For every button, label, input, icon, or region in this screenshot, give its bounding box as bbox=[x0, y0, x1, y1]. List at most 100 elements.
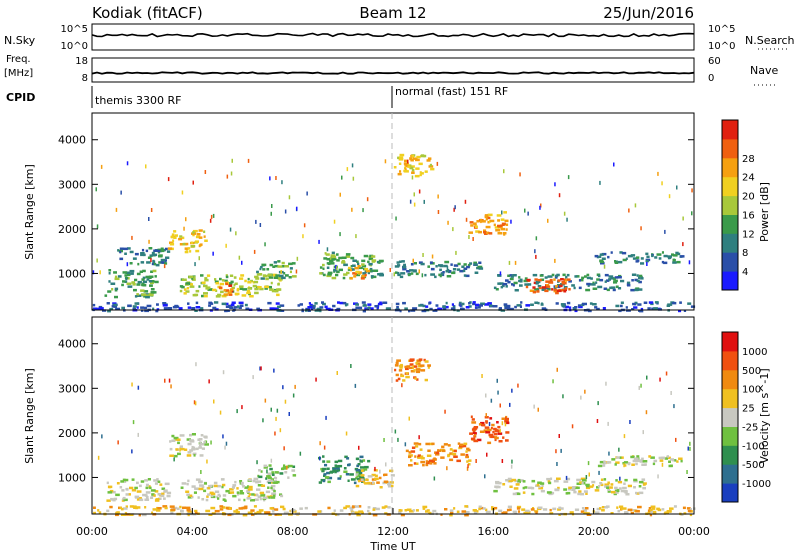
heatmap-cell bbox=[225, 489, 230, 493]
heatmap-cell bbox=[690, 305, 696, 308]
echo-cell bbox=[453, 207, 455, 212]
echo-cell bbox=[198, 256, 200, 261]
echo-cell bbox=[284, 399, 287, 404]
echo-cell bbox=[264, 398, 267, 403]
heatmap-cell bbox=[405, 375, 410, 379]
heatmap-cell bbox=[430, 273, 435, 276]
heatmap-cell bbox=[415, 462, 419, 465]
echo-cell bbox=[222, 370, 225, 375]
heatmap-cell bbox=[424, 273, 427, 277]
echo-cell bbox=[411, 175, 414, 180]
heatmap-cell bbox=[140, 480, 145, 483]
heatmap-cell bbox=[324, 305, 328, 309]
heatmap-cell bbox=[671, 253, 674, 256]
heatmap-cell bbox=[201, 447, 205, 450]
heatmap-cell bbox=[642, 482, 647, 485]
heatmap-cell bbox=[160, 258, 166, 262]
heatmap-cell bbox=[339, 509, 344, 512]
echo-cell bbox=[185, 217, 187, 222]
colorbar-tick-label: -1000 bbox=[742, 479, 771, 490]
heatmap-cell bbox=[450, 307, 455, 310]
heatmap-cell bbox=[225, 309, 230, 312]
heatmap-cell bbox=[625, 493, 630, 496]
echo-cell bbox=[247, 158, 250, 163]
heatmap-cell bbox=[647, 509, 651, 512]
echo-cell bbox=[565, 475, 568, 480]
heatmap-cell bbox=[458, 301, 462, 305]
heatmap-cell bbox=[672, 254, 678, 257]
heatmap-cell bbox=[561, 281, 565, 284]
heatmap-cell bbox=[597, 485, 601, 488]
heatmap-cell bbox=[549, 512, 554, 515]
heatmap-cell bbox=[124, 252, 127, 255]
heatmap-cell bbox=[361, 511, 364, 515]
heatmap-cell bbox=[632, 459, 638, 463]
heatmap-cell bbox=[496, 421, 499, 424]
heatmap-cell bbox=[413, 462, 417, 465]
heatmap-cell bbox=[165, 247, 168, 251]
heatmap-cell bbox=[214, 509, 220, 513]
heatmap-cell bbox=[204, 277, 208, 280]
heatmap-cell bbox=[277, 260, 281, 263]
heatmap-cell bbox=[574, 309, 578, 313]
heatmap-cell bbox=[505, 421, 510, 425]
heatmap-cell bbox=[532, 286, 536, 289]
heatmap-cell bbox=[165, 256, 170, 259]
heatmap-cell bbox=[129, 269, 135, 273]
heatmap-cell bbox=[553, 479, 559, 483]
heatmap-cell bbox=[571, 488, 576, 491]
heatmap-cell bbox=[363, 468, 368, 471]
x-tick-label: 00:00 bbox=[76, 525, 108, 538]
heatmap-cell bbox=[313, 304, 316, 308]
heatmap-cell bbox=[129, 513, 134, 516]
echo-cell bbox=[354, 383, 357, 388]
heatmap-cell bbox=[193, 491, 197, 494]
heatmap-cell bbox=[139, 498, 144, 502]
heatmap-cell bbox=[400, 513, 405, 517]
echo-cell bbox=[351, 207, 353, 212]
echo-cell bbox=[661, 181, 663, 186]
heatmap-cell bbox=[620, 507, 623, 511]
heatmap-cell bbox=[345, 255, 350, 258]
heatmap-cell bbox=[650, 302, 654, 306]
heatmap-cell bbox=[124, 274, 128, 277]
heatmap-cell bbox=[277, 288, 282, 291]
heatmap-cell bbox=[588, 309, 592, 313]
heatmap-cell bbox=[508, 479, 513, 483]
heatmap-cell bbox=[487, 216, 491, 220]
heatmap-cell bbox=[661, 456, 666, 460]
heatmap-cell bbox=[371, 481, 375, 484]
heatmap-cell bbox=[362, 264, 367, 268]
heatmap-cell bbox=[459, 443, 464, 447]
heatmap-cell bbox=[618, 309, 622, 313]
heatmap-cell bbox=[191, 241, 194, 244]
echo-cell bbox=[628, 208, 630, 213]
heatmap-cell bbox=[522, 480, 526, 483]
heatmap-cell bbox=[204, 443, 209, 446]
heatmap-cell bbox=[195, 235, 201, 239]
heatmap-cell bbox=[288, 262, 293, 266]
heatmap-cell bbox=[453, 264, 459, 267]
heatmap-cell bbox=[654, 301, 659, 304]
heatmap-cell bbox=[427, 449, 431, 452]
heatmap-cell bbox=[638, 288, 643, 291]
heatmap-cell bbox=[540, 489, 545, 493]
heatmap-cell bbox=[134, 252, 139, 256]
heatmap-cell bbox=[254, 287, 259, 291]
heatmap-cell bbox=[149, 486, 152, 490]
heatmap-cell bbox=[604, 273, 609, 277]
heatmap-cell bbox=[143, 306, 148, 310]
heatmap-cell bbox=[256, 510, 262, 514]
heatmap-cell bbox=[199, 484, 204, 487]
heatmap-cell bbox=[599, 482, 603, 485]
heatmap-cell bbox=[106, 509, 110, 513]
heatmap-cell bbox=[523, 511, 528, 515]
heatmap-cell bbox=[212, 306, 217, 310]
echo-cell bbox=[100, 164, 103, 169]
heatmap-cell bbox=[322, 460, 326, 463]
echo-cell bbox=[585, 475, 588, 479]
heatmap-cell bbox=[151, 251, 155, 255]
heatmap-cell bbox=[349, 277, 353, 280]
heatmap-cell bbox=[527, 486, 533, 490]
echo-cell bbox=[389, 268, 391, 272]
